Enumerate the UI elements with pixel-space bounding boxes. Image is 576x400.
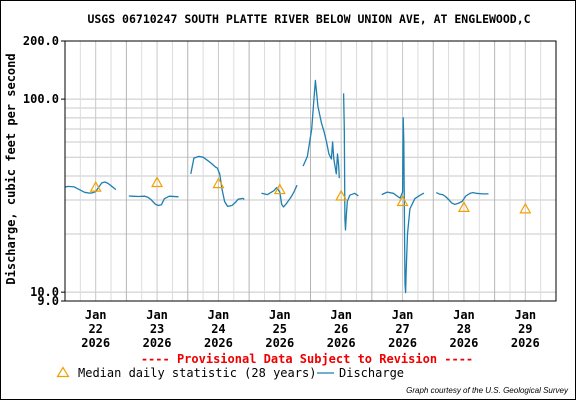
x-tick-label: Jan 26 2026 (327, 308, 356, 350)
legend: Median daily statistic (28 years) Discha… (56, 366, 404, 380)
median-marker (89, 180, 102, 192)
x-tick-label: Jan 28 2026 (449, 308, 478, 350)
y-tick-label: 200.0 (23, 34, 59, 48)
x-tick-label: Jan 24 2026 (204, 308, 233, 350)
discharge-line-segment (436, 191, 489, 206)
plot-area-border (64, 40, 557, 302)
x-tick-labels: Jan 22 2026 Jan 23 2026 Jan 24 2026 Jan 25 2026 Jan 2… (81, 308, 540, 350)
median-marker (335, 189, 348, 201)
discharge-line-segment (342, 93, 359, 231)
discharge-line-segment (128, 195, 179, 207)
discharge-line-segment (381, 117, 425, 294)
median-marker (519, 202, 532, 214)
x-tick-label: Jan 25 2026 (265, 308, 294, 350)
median-marker (396, 195, 409, 207)
median-marker (212, 177, 225, 189)
x-tick-label: Jan 29 2026 (511, 308, 540, 350)
usgs-credit: Graph courtesy of the U.S. Geological Su… (406, 386, 569, 395)
chart-grid (65, 40, 556, 302)
discharge-series (64, 79, 489, 294)
discharge-line-segment (64, 181, 117, 194)
discharge-line-segment (302, 79, 340, 179)
y-tick-labels: 200.0 100.0 10.09.0 (23, 34, 65, 308)
y-axis-label: Discharge, cubic feet per second (4, 53, 18, 284)
y-tick-label: 9.0 (37, 294, 59, 308)
discharge-line-segment (190, 155, 245, 208)
median-marker (151, 176, 164, 188)
median-marker (273, 183, 286, 195)
discharge-line-segment (261, 184, 298, 208)
legend-median-label: Median daily statistic (28 years) (78, 366, 316, 380)
chart-title: USGS 06710247 SOUTH PLATTE RIVER BELOW U… (87, 12, 530, 26)
median-series (89, 176, 532, 214)
median-marker (457, 201, 470, 212)
legend-discharge-label: Discharge (339, 366, 404, 380)
legend-median-icon (56, 366, 70, 378)
provisional-note: ---- Provisional Data Subject to Revisio… (141, 352, 473, 366)
x-tick-label: Jan 22 2026 (81, 308, 110, 350)
x-tick-label: Jan 23 2026 (143, 308, 172, 350)
y-tick-label: 100.0 (23, 92, 59, 106)
y-tick-label: 10.0 (30, 285, 59, 299)
x-tick-label: Jan 27 2026 (388, 308, 417, 350)
